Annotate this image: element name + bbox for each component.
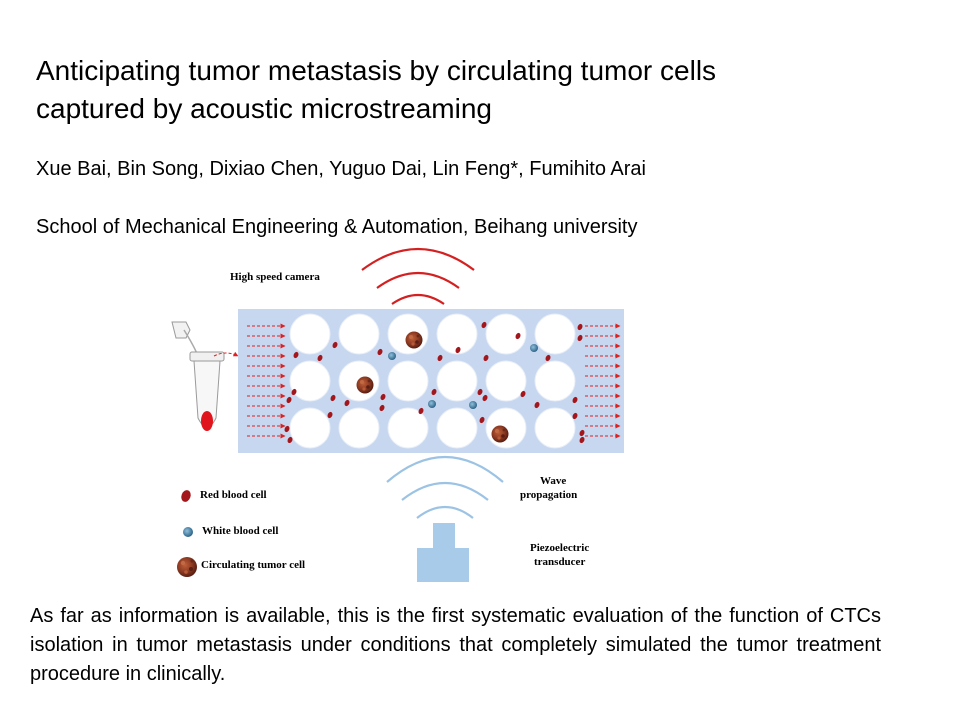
summary-text: As far as information is available, this… (30, 605, 881, 685)
piezo-transducer-icon (417, 523, 469, 582)
red-blood-cell (380, 393, 386, 401)
microwell (289, 407, 331, 449)
tumor-cell (491, 425, 509, 443)
red-blood-cell (579, 436, 585, 444)
red-blood-cell (577, 323, 583, 331)
red-blood-cell (482, 394, 488, 402)
white-blood-cell (530, 344, 538, 352)
transducer-label: Piezoelectric transducer (530, 542, 592, 568)
red-blood-cell (572, 412, 578, 420)
microwell (485, 313, 527, 355)
red-blood-cell (284, 425, 290, 433)
microwell-array (289, 313, 576, 449)
red-blood-cell (572, 396, 578, 404)
wbc-legend-icon (183, 527, 193, 537)
red-blood-cell (377, 348, 383, 356)
white-blood-cell (428, 400, 436, 408)
red-blood-cell (437, 354, 443, 362)
white-blood-cells (388, 344, 538, 409)
microwell (338, 407, 380, 449)
white-blood-cell (388, 352, 396, 360)
camera-label: High speed camera (230, 271, 320, 283)
tumor-cell (356, 376, 374, 394)
red-blood-cell (431, 388, 437, 396)
inlet-flow-arrows (247, 323, 286, 439)
red-blood-cell (332, 341, 338, 349)
red-blood-cell (534, 401, 540, 409)
red-blood-cell (379, 404, 385, 412)
red-blood-cell (481, 321, 487, 329)
tumor-cell (405, 331, 423, 349)
red-blood-cell (287, 436, 293, 444)
red-blood-cell (477, 388, 483, 396)
slide-title: Anticipating tumor metastasis by circula… (36, 55, 717, 124)
affiliation: School of Mechanical Engineering & Autom… (36, 216, 638, 238)
microwell (436, 360, 478, 402)
sample-tube-icon (171, 321, 239, 431)
microwell (387, 407, 429, 449)
red-blood-cell (327, 411, 333, 419)
microwell (338, 313, 380, 355)
red-blood-cell (483, 354, 489, 362)
microwell (534, 313, 576, 355)
wave-label: Wave propagation (520, 475, 577, 501)
red-blood-cell (545, 354, 551, 362)
red-blood-cell (330, 394, 336, 402)
red-blood-cells (284, 321, 585, 444)
red-blood-cell (479, 416, 485, 424)
legend-rbc: Red blood cell (200, 489, 267, 501)
red-blood-cell (286, 396, 292, 404)
red-blood-cell (293, 351, 299, 359)
microwell (387, 360, 429, 402)
red-blood-cell (455, 346, 461, 354)
microwell (289, 313, 331, 355)
rbc-legend-icon (181, 490, 191, 502)
microwell (485, 360, 527, 402)
microwell (436, 407, 478, 449)
legend-ctc: Circulating tumor cell (201, 559, 305, 571)
red-blood-cell (291, 388, 297, 396)
red-blood-cell (579, 429, 585, 437)
red-blood-cell (520, 390, 526, 398)
red-blood-cell (418, 407, 424, 415)
red-blood-cell (577, 334, 583, 342)
white-blood-cell (469, 401, 477, 409)
acoustic-wave-icon (386, 455, 504, 519)
microwell (436, 313, 478, 355)
microwell (534, 407, 576, 449)
red-blood-cell (515, 332, 521, 340)
microwell (534, 360, 576, 402)
red-blood-cell (317, 354, 323, 362)
ctc-legend-icon (177, 557, 197, 577)
outlet-flow-arrows (585, 323, 621, 439)
author-list: Xue Bai, Bin Song, Dixiao Chen, Yuguo Da… (36, 158, 646, 180)
figure-legend: Red blood cell White blood cell Circulat… (177, 489, 305, 577)
tumor-cells (356, 331, 509, 443)
microwell (289, 360, 331, 402)
legend-wbc: White blood cell (202, 525, 278, 537)
red-blood-cell (344, 399, 350, 407)
camera-wave-icon (361, 247, 475, 305)
